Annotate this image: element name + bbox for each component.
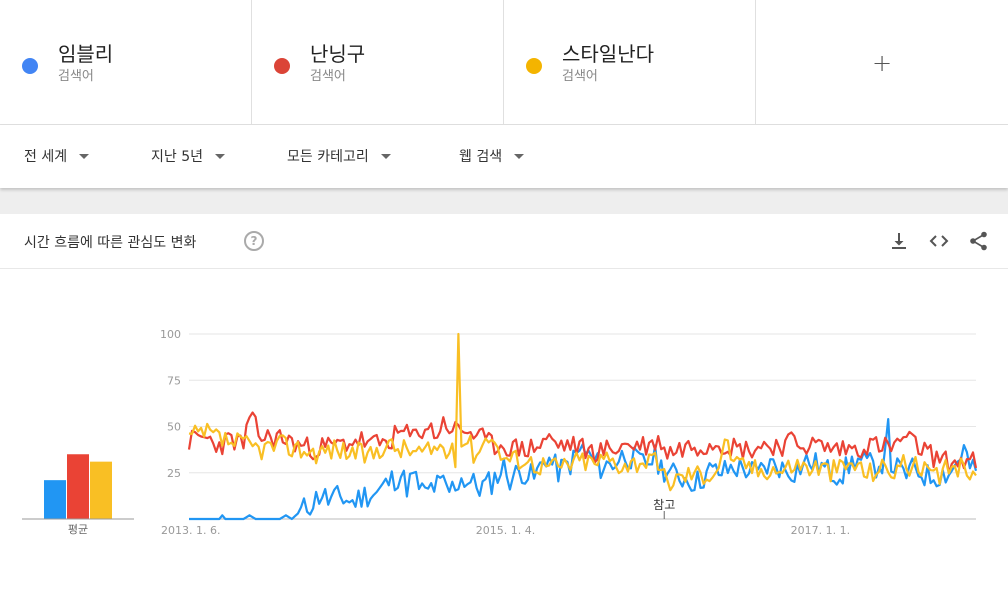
share-icon[interactable] xyxy=(968,230,990,252)
averages-label: 평균 xyxy=(68,523,88,536)
embed-code-icon[interactable] xyxy=(928,230,950,252)
caret-down-icon xyxy=(215,153,225,159)
annotation-label: 참고 xyxy=(653,498,675,512)
series-line-3 xyxy=(188,332,977,492)
term-card-1[interactable]: 임블리 검색어 xyxy=(0,0,252,125)
term-type: 검색어 xyxy=(562,69,598,84)
add-term-button[interactable]: + xyxy=(756,0,1008,125)
term-color-dot xyxy=(274,58,290,74)
card-title: 시간 흐름에 따른 관심도 변화 xyxy=(24,235,197,251)
caret-down-icon xyxy=(79,153,90,159)
average-bar-2 xyxy=(67,454,89,519)
search-terms-bar: 임블리 검색어 난닝구 검색어 스타일난다 검색어 + xyxy=(0,0,1008,125)
help-icon[interactable]: ? xyxy=(244,231,264,251)
term-type: 검색어 xyxy=(58,69,94,84)
region-label: 전 세계 xyxy=(24,149,68,165)
average-bar-3 xyxy=(90,461,112,519)
region-dropdown[interactable]: 전 세계 xyxy=(24,146,90,166)
x-tick-label: 2013. 1. 6. xyxy=(161,524,220,537)
plus-icon: + xyxy=(871,48,893,77)
category-label: 모든 카테고리 xyxy=(287,149,369,165)
term-card-3[interactable]: 스타일난다 검색어 xyxy=(504,0,756,125)
period-label: 지난 5년 xyxy=(151,149,203,165)
term-name: 스타일난다 xyxy=(562,42,654,66)
category-dropdown[interactable]: 모든 카테고리 xyxy=(287,146,391,166)
y-tick-label: 25 xyxy=(167,467,181,480)
search-type-label: 웹 검색 xyxy=(459,149,503,165)
y-tick-label: 75 xyxy=(167,374,181,387)
filter-bar: 전 세계 지난 5년 모든 카테고리 웹 검색 xyxy=(0,125,1008,188)
y-tick-label: 50 xyxy=(167,421,181,434)
x-tick-label: 2017. 1. 1. xyxy=(791,524,850,537)
term-card-2[interactable]: 난닝구 검색어 xyxy=(252,0,504,125)
y-tick-label: 100 xyxy=(160,328,181,341)
period-dropdown[interactable]: 지난 5년 xyxy=(151,146,225,166)
x-tick-label: 2015. 1. 4. xyxy=(476,524,535,537)
caret-down-icon xyxy=(514,153,525,159)
search-type-dropdown[interactable]: 웹 검색 xyxy=(459,146,525,166)
average-bar-1 xyxy=(44,480,66,519)
term-name: 임블리 xyxy=(58,42,114,66)
interest-over-time-card: 시간 흐름에 따른 관심도 변화 ? 25 50 75 100 2013. 1. 6. 2… xyxy=(0,214,1008,592)
download-icon[interactable] xyxy=(888,230,910,252)
term-color-dot xyxy=(526,58,542,74)
caret-down-icon xyxy=(380,153,391,159)
section-gap xyxy=(0,188,1008,214)
term-name: 난닝구 xyxy=(310,42,366,66)
term-type: 검색어 xyxy=(310,69,346,84)
interest-chart: 25 50 75 100 2013. 1. 6. 2015. 1. 4. 2017. 1. … xyxy=(22,328,978,537)
term-color-dot xyxy=(22,58,38,74)
series-line-1 xyxy=(189,418,978,521)
card-header: 시간 흐름에 따른 관심도 변화 ? xyxy=(0,214,1008,269)
